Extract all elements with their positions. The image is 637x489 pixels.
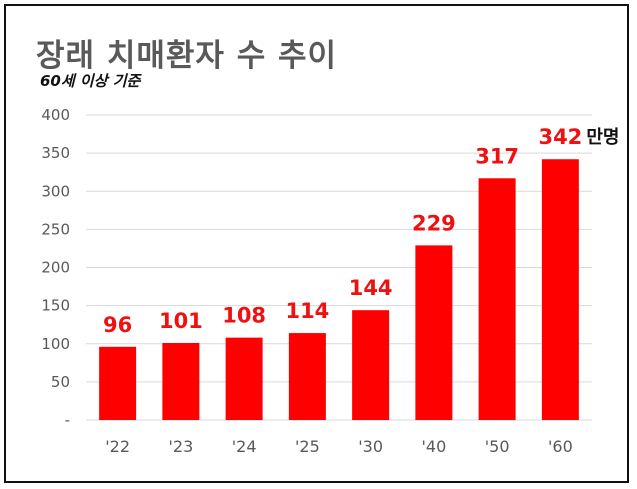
chart-title: 장래 치매환자 수 추이: [36, 38, 338, 74]
y-tick-label: 350: [41, 144, 70, 162]
data-label: 342: [538, 125, 582, 149]
bars: [99, 159, 579, 420]
data-label: 101: [159, 309, 203, 333]
y-tick-label: 250: [41, 220, 70, 238]
y-tick-label: 100: [41, 335, 70, 353]
x-tick-label: '22: [105, 437, 130, 456]
bar: [225, 337, 263, 420]
x-tick-label: '60: [548, 437, 573, 456]
data-label: 114: [285, 299, 329, 323]
x-tick-label: '25: [295, 437, 320, 456]
y-tick-label: -: [65, 411, 70, 429]
x-tick-label: '23: [168, 437, 193, 456]
bar: [352, 310, 390, 420]
data-label: 317: [475, 144, 519, 168]
data-label: 144: [349, 276, 393, 300]
x-tick-label: '30: [358, 437, 383, 456]
chart-subtitle: 60세 이상 기준: [40, 72, 141, 90]
data-label: 108: [222, 304, 266, 328]
y-tick-label: 200: [41, 259, 70, 277]
data-label: 229: [412, 211, 456, 235]
x-tick-label: '50: [485, 437, 510, 456]
bar: [99, 346, 137, 420]
x-axis: '22 '23 '24 '25 '30 '40 '50 '60: [105, 437, 573, 456]
y-tick-label: 400: [41, 106, 70, 124]
x-tick-label: '24: [232, 437, 257, 456]
data-labels: 96 101 108 114 144 229 317 342 만명: [103, 125, 619, 337]
bar: [288, 333, 326, 420]
bar: [162, 342, 200, 420]
bar: [541, 159, 579, 420]
data-label: 96: [103, 313, 132, 337]
y-tick-label: 150: [41, 297, 70, 315]
x-tick-label: '40: [421, 437, 446, 456]
y-tick-label: 300: [41, 182, 70, 200]
y-tick-label: 50: [51, 373, 70, 391]
bar: [415, 245, 453, 420]
bar: [478, 178, 516, 420]
y-axis: - 50 100 150 200 250 300 350 400: [41, 106, 70, 429]
unit-label: 만명: [586, 127, 619, 148]
